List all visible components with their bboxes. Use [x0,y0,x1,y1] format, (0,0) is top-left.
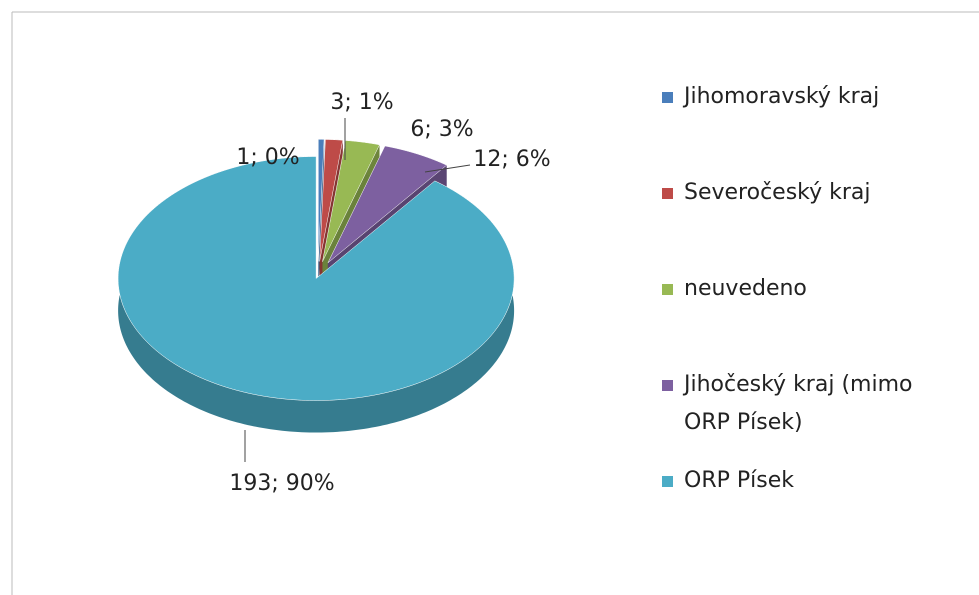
legend-item: Jihočeský kraj (mimo ORP Písek) [662,366,962,462]
legend-swatch [662,476,673,487]
data-label: 6; 3% [410,117,473,142]
legend-item: ORP Písek [662,462,962,558]
legend-swatch [662,92,673,103]
legend-swatch [662,380,673,391]
legend-swatch [662,188,673,199]
data-label: 12; 6% [473,147,550,172]
legend-label: Severočeský kraj [684,180,871,205]
slice [319,139,343,262]
legend-label: neuvedeno [684,276,807,301]
data-label: 3; 1% [330,90,393,115]
legend-label: Jihomoravský kraj [684,84,880,109]
legend-label: Jihočeský kraj (mimo ORP Písek) [684,372,913,435]
slice [117,156,515,401]
data-label: 193; 90% [229,471,334,496]
legend-swatch [662,284,673,295]
legend-label: ORP Písek [684,468,794,493]
legend-item: neuvedeno [662,270,962,366]
legend-item: Jihomoravský kraj [662,78,962,174]
slice [322,140,380,262]
data-label: 1; 0% [236,145,299,170]
leader-line [424,164,471,173]
legend: Jihomoravský kraj Severočeský kraj neuvede… [662,78,962,558]
slice [318,139,325,262]
legend-item: Severočeský kraj [662,174,962,270]
slice [327,145,448,264]
